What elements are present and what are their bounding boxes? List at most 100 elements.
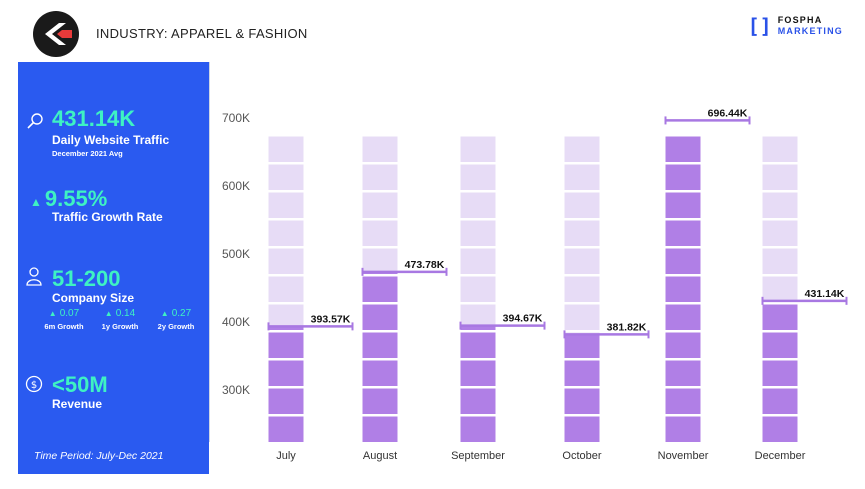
bar-segment-empty (564, 332, 600, 334)
data-label: 393.57K (311, 313, 351, 325)
bar-segment-empty (762, 276, 798, 300)
bar-segment (762, 388, 798, 414)
bar-segment-empty (268, 276, 304, 302)
bar-segment-empty (268, 220, 304, 246)
bar-segment (762, 416, 798, 442)
x-tick-label: July (276, 450, 296, 462)
bar-segment-empty (564, 304, 600, 330)
bar-segment-empty (362, 164, 398, 190)
bar-segment-empty (268, 304, 304, 326)
y-tick-label: 500K (222, 247, 250, 261)
bar-segment (460, 360, 496, 386)
bar-segment-empty (564, 248, 600, 274)
bar-segment-empty (268, 136, 304, 162)
bar-segment (362, 360, 398, 386)
bar-segment-empty (362, 136, 398, 162)
brand-subname: MARKETING (777, 26, 843, 36)
bar-segment-empty (268, 164, 304, 190)
bar-segment (362, 304, 398, 330)
person-icon (26, 267, 42, 286)
bar-segment (460, 332, 496, 358)
data-label: 381.82K (607, 321, 647, 333)
bar-segment (665, 136, 701, 162)
bar-segment (362, 388, 398, 414)
traffic-value: 431.14K (52, 106, 136, 131)
bar-segment-empty (564, 276, 600, 302)
bar-segment (665, 416, 701, 442)
bar-segment (268, 388, 304, 414)
bar-segment-empty (564, 220, 600, 246)
bar-segment (460, 388, 496, 414)
x-tick-label: November (658, 450, 709, 462)
bar-segment-empty (362, 220, 398, 246)
y-tick-label: 600K (222, 179, 250, 193)
industry-title: INDUSTRY: APPAREL & FASHION (96, 26, 308, 41)
bar-segment (362, 416, 398, 442)
bar-segment-empty (762, 220, 798, 246)
bar-segment (665, 332, 701, 358)
bar-segment (665, 164, 701, 190)
bar-segment (665, 192, 701, 218)
company-size-label: Company Size (52, 291, 135, 305)
bar-segment-empty (460, 248, 496, 274)
data-label: 394.67K (503, 313, 543, 325)
growth-rate-label: Traffic Growth Rate (52, 210, 163, 224)
revenue-label: Revenue (52, 397, 103, 411)
stats-panel: 431.14K Daily Website Traffic December 2… (18, 62, 209, 474)
growth-1y: ▲ 0.14 1y Growth (101, 308, 139, 331)
bar-segment (268, 332, 304, 358)
x-tick-label: December (755, 450, 806, 462)
bar-segment (665, 360, 701, 386)
company-logo-icon (33, 11, 79, 57)
y-tick-label: 300K (222, 383, 250, 397)
traffic-label: Daily Website Traffic (52, 133, 170, 147)
bar-segment-empty (460, 220, 496, 246)
bar-segment (665, 248, 701, 274)
bar-segment (564, 388, 600, 414)
growth-rate-value: ▲ 9.55% (30, 186, 108, 211)
y-tick-label: 400K (222, 315, 250, 329)
x-tick-label: September (451, 450, 505, 462)
svg-text:$: $ (31, 380, 37, 391)
growth-2y: ▲ 0.27 2y Growth (157, 308, 195, 331)
bar-segment (362, 332, 398, 358)
bar-segment (362, 276, 398, 302)
dollar-icon: $ (25, 375, 43, 393)
up-triangle-icon: ▲ (104, 309, 113, 318)
bar-segment-empty (460, 304, 496, 325)
bar-segment-empty (460, 136, 496, 162)
bar-segment (665, 220, 701, 246)
fospha-logo-icon: [] (747, 14, 772, 38)
data-label: 431.14K (805, 288, 845, 300)
y-tick-label: 700K (222, 111, 250, 125)
bar-segment (665, 388, 701, 414)
traffic-sub: December 2021 Avg (52, 149, 123, 158)
bar-segment-empty (268, 248, 304, 274)
bar-segment (268, 416, 304, 442)
bar-segment (762, 304, 798, 330)
up-triangle-icon: ▲ (160, 309, 169, 318)
bar-segment-empty (564, 164, 600, 190)
x-tick-label: October (562, 450, 601, 462)
bar-segment-empty (762, 248, 798, 274)
company-size-value: 51-200 (52, 266, 121, 291)
bar-segment (460, 416, 496, 442)
bar-segment-empty (362, 248, 398, 271)
bar-segment (762, 360, 798, 386)
bar-segment-empty (460, 164, 496, 190)
bar-segment-empty (762, 164, 798, 190)
bar-segment (460, 325, 496, 330)
bar-segment (268, 360, 304, 386)
fospha-brand: [] FOSPHA MARKETING (748, 14, 843, 38)
bar-segment (762, 332, 798, 358)
bar-segment-empty (268, 192, 304, 218)
data-label: 473.78K (405, 259, 445, 271)
bar-segment-empty (564, 192, 600, 218)
data-label: 696.44K (708, 107, 748, 119)
revenue-value: <50M (52, 372, 108, 397)
panel-divider (209, 62, 210, 442)
bar-segment-empty (762, 192, 798, 218)
bar-segment (564, 360, 600, 386)
search-icon (27, 113, 43, 129)
